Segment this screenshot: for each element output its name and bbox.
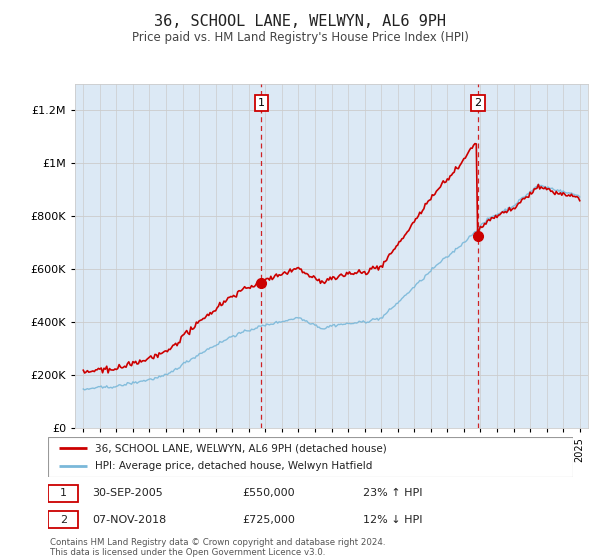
Text: 36, SCHOOL LANE, WELWYN, AL6 9PH: 36, SCHOOL LANE, WELWYN, AL6 9PH	[154, 14, 446, 29]
Text: 23% ↑ HPI: 23% ↑ HPI	[363, 488, 422, 498]
Text: 2: 2	[475, 98, 482, 108]
Text: 12% ↓ HPI: 12% ↓ HPI	[363, 515, 422, 525]
Text: 1: 1	[257, 98, 265, 108]
Text: 30-SEP-2005: 30-SEP-2005	[92, 488, 163, 498]
Text: £725,000: £725,000	[242, 515, 295, 525]
Text: 07-NOV-2018: 07-NOV-2018	[92, 515, 167, 525]
Text: 2: 2	[59, 515, 67, 525]
Text: HPI: Average price, detached house, Welwyn Hatfield: HPI: Average price, detached house, Welw…	[95, 461, 373, 471]
Text: 1: 1	[60, 488, 67, 498]
Text: Price paid vs. HM Land Registry's House Price Index (HPI): Price paid vs. HM Land Registry's House …	[131, 31, 469, 44]
Bar	[48, 511, 79, 529]
Text: Contains HM Land Registry data © Crown copyright and database right 2024.
This d: Contains HM Land Registry data © Crown c…	[50, 538, 385, 557]
FancyBboxPatch shape	[48, 437, 573, 477]
Bar	[48, 485, 79, 502]
Text: 36, SCHOOL LANE, WELWYN, AL6 9PH (detached house): 36, SCHOOL LANE, WELWYN, AL6 9PH (detach…	[95, 443, 387, 453]
Text: £550,000: £550,000	[242, 488, 295, 498]
